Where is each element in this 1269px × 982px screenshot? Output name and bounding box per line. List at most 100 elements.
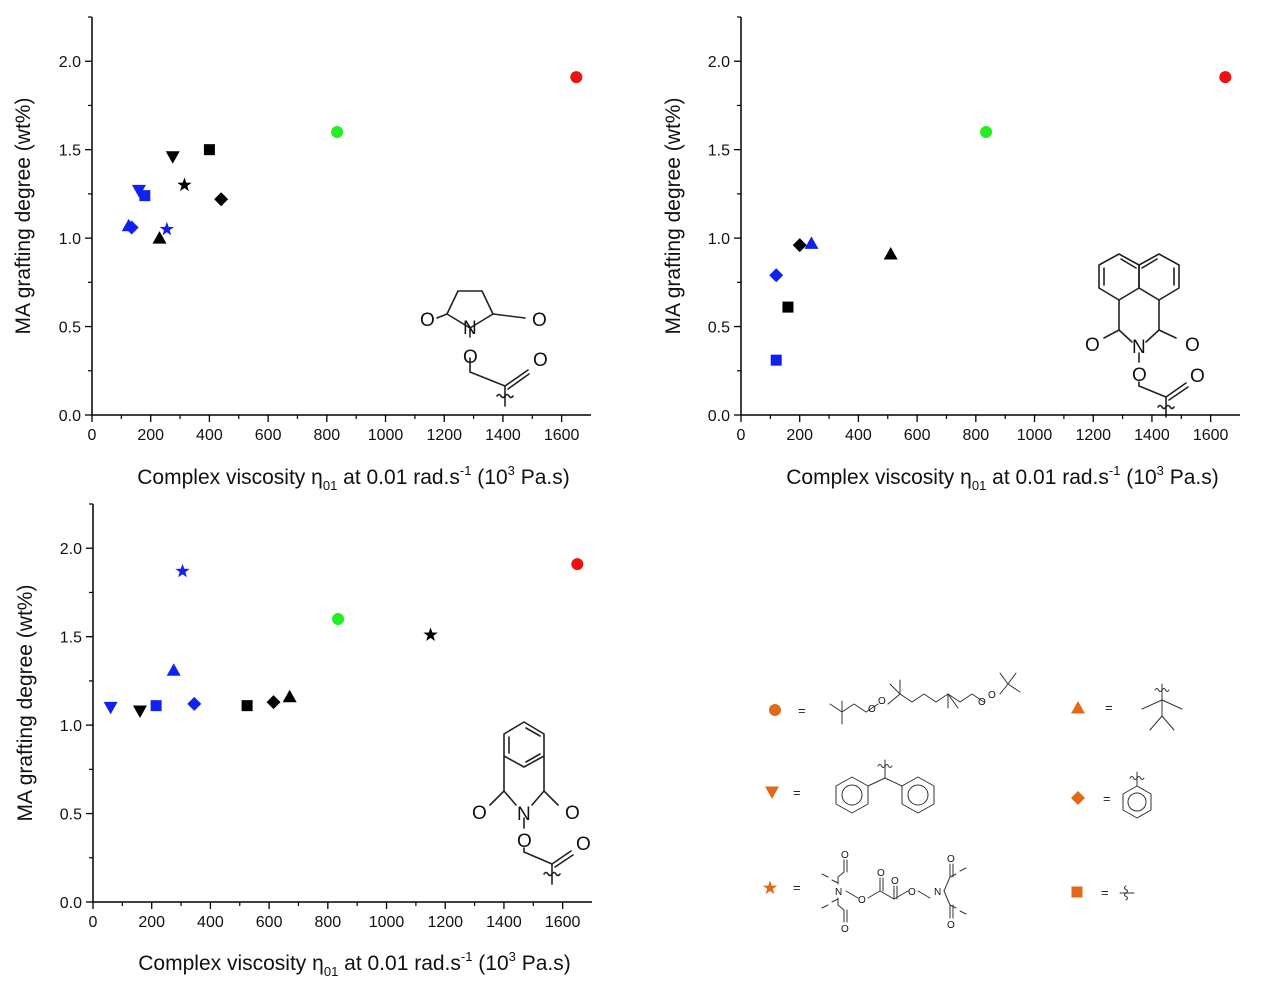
- oxygen-label: O: [891, 876, 899, 887]
- legend-structure-oxalate-bis-imide: N O O N O O O O O O: [822, 850, 966, 935]
- oxygen-label: O: [947, 920, 955, 931]
- nitrogen-label: N: [517, 804, 531, 825]
- oxygen-label: O: [978, 697, 986, 708]
- legend-structure-tert-butyl: [1142, 684, 1182, 730]
- oxygen-label: O: [1085, 335, 1100, 356]
- data-point: [151, 700, 162, 711]
- x-tick-label: 400: [197, 914, 224, 931]
- data-point: [267, 695, 281, 709]
- x-tick-label: 600: [255, 427, 282, 444]
- oxygen-label: O: [841, 850, 849, 861]
- oxygen-label: O: [858, 895, 866, 906]
- chart-layer: 0 200 400 600 800 1000 1200 1400 1600 0.0 0.5 1.0 1.…: [12, 17, 1240, 977]
- x-tick-label: 1600: [545, 914, 581, 931]
- data-point: [423, 627, 437, 641]
- y-tick-label: 2.0: [59, 54, 81, 71]
- oxygen-label: O: [988, 690, 996, 701]
- data-point: [104, 702, 118, 715]
- x-tick-label: 1200: [427, 914, 463, 931]
- oxygen-label: O: [532, 310, 547, 331]
- y-tick-label: 0.5: [60, 807, 82, 824]
- legend: = = = = = = O O O O: [793, 673, 1182, 935]
- inset-structure-phthalimide: O O N O O: [472, 722, 591, 884]
- x-axis-label: Complex viscosity η01 at 0.01 rad.s-1 (1…: [137, 463, 569, 493]
- legend-marker-diphenylmethyl: [765, 787, 779, 800]
- data-point: [133, 705, 147, 718]
- x-tick-label: 1200: [1075, 427, 1111, 444]
- x-tick-label: 800: [313, 427, 340, 444]
- y-tick-label: 1.5: [708, 143, 730, 160]
- chart-panel: 0 200 400 600 800 1000 1200 1400 1600 0.0 0.5 1.0 1.…: [12, 17, 591, 493]
- legend-equals: =: [1101, 885, 1109, 900]
- oxygen-label: O: [1185, 335, 1200, 356]
- oxygen-label: O: [463, 347, 478, 368]
- y-tick-label: 2.0: [60, 541, 82, 558]
- legend-structure-methyl: [1120, 886, 1134, 900]
- x-tick-label: 800: [962, 427, 989, 444]
- oxygen-label: O: [947, 854, 955, 865]
- y-tick-label: 1.5: [60, 630, 82, 647]
- data-point: [242, 700, 253, 711]
- data-point: [793, 238, 807, 252]
- data-point: [570, 71, 582, 83]
- x-tick-label: 0: [737, 427, 746, 444]
- oxygen-label: O: [472, 803, 487, 824]
- data-point: [771, 355, 782, 366]
- data-point: [1219, 71, 1231, 83]
- x-tick-label: 0: [89, 914, 98, 931]
- y-tick-label: 1.0: [708, 231, 730, 248]
- x-tick-label: 200: [138, 914, 165, 931]
- x-tick-label: 1600: [1193, 427, 1229, 444]
- legend-marker-phenyl: [1071, 791, 1085, 805]
- data-point: [804, 236, 818, 249]
- oxygen-label: O: [1190, 366, 1205, 387]
- x-tick-label: 600: [256, 914, 283, 931]
- x-tick-label: 400: [196, 427, 223, 444]
- y-tick-label: 1.0: [60, 718, 82, 735]
- oxygen-label: O: [517, 831, 532, 852]
- data-point: [214, 192, 228, 206]
- oxygen-label: O: [420, 310, 435, 331]
- data-point: [160, 222, 174, 236]
- legend-marker-oxalate-bis-imide: [763, 881, 777, 895]
- legend-marker-tert-butyl: [1071, 701, 1085, 714]
- legend-equals: =: [1105, 700, 1113, 715]
- x-tick-label: 1400: [485, 427, 521, 444]
- data-point: [980, 126, 992, 138]
- y-tick-label: 0.0: [708, 408, 730, 425]
- oxygen-label: O: [877, 868, 885, 879]
- inset-structure-succinimide: O O N O O: [420, 291, 548, 406]
- oxygen-label: O: [841, 924, 849, 935]
- x-tick-label: 1000: [369, 914, 405, 931]
- data-point: [331, 126, 343, 138]
- legend-equals: =: [798, 703, 806, 718]
- oxygen-label: O: [908, 887, 916, 898]
- inset-structure-naphthalimide: O O N O O: [1085, 254, 1205, 417]
- legend-structure-dialkyl-peroxide: O O O O: [830, 673, 1020, 724]
- x-tick-label: 400: [845, 427, 872, 444]
- y-tick-label: 0.5: [708, 320, 730, 337]
- x-tick-label: 200: [137, 427, 164, 444]
- data-point: [884, 247, 898, 259]
- oxygen-label: O: [576, 834, 591, 855]
- x-tick-label: 0: [88, 427, 97, 444]
- legend-structure-diphenylmethyl: [836, 760, 934, 813]
- data-point: [332, 613, 344, 625]
- y-axis-label: MA grafting degree (wt%): [662, 98, 685, 335]
- nitrogen-label: N: [1132, 337, 1146, 358]
- x-axis-label: Complex viscosity η01 at 0.01 rad.s-1 (1…: [138, 949, 570, 977]
- x-tick-label: 1200: [426, 427, 462, 444]
- data-point: [769, 268, 783, 282]
- data-point: [167, 663, 181, 676]
- data-point: [782, 302, 793, 313]
- x-tick-label: 600: [904, 427, 931, 444]
- data-point: [177, 178, 191, 192]
- x-tick-label: 1400: [1134, 427, 1170, 444]
- data-point: [283, 690, 297, 703]
- x-tick-label: 1000: [368, 427, 404, 444]
- chart-panel: 0 200 400 600 800 1000 1200 1400 1600 0.0 0.5 1.0 1.…: [14, 504, 592, 977]
- data-point: [204, 144, 215, 155]
- oxygen-label: O: [878, 696, 886, 707]
- oxygen-label: O: [565, 803, 580, 824]
